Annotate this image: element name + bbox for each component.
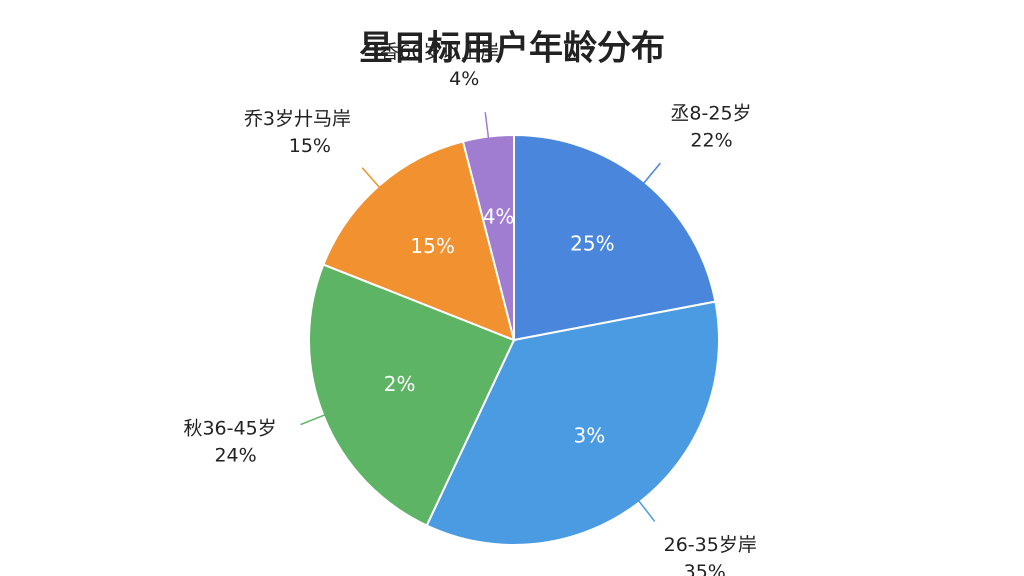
slice-value-label: 24%: [214, 444, 256, 466]
slice-annotation: 2%: [384, 372, 416, 396]
leader-line: [615, 162, 661, 218]
slice-annotation: 3%: [574, 424, 606, 448]
slice-label: 26-35岁岸: [664, 534, 757, 556]
leader-line: [300, 398, 366, 426]
slice-annotation: 25%: [570, 232, 614, 256]
leader-line: [484, 112, 495, 182]
leader-line: [361, 167, 409, 221]
slice-value-label: 22%: [690, 129, 732, 151]
chart-title: 星目标用户年龄分布: [359, 29, 665, 69]
slice-annotation: 4%: [483, 204, 515, 228]
slice-value-label: 15%: [289, 135, 331, 157]
leader-line: [611, 465, 656, 522]
slice-value-label: 4%: [449, 68, 479, 90]
slice-label: 香60岁以上岸: [380, 41, 499, 63]
slice-annotation: 15%: [410, 234, 454, 258]
slice-value-label: 35%: [684, 561, 726, 576]
slice-label: 秋36-45岁: [183, 417, 276, 439]
slice-label: 乔3岁廾马岸: [244, 108, 351, 130]
slice-label: 丞8-25岁: [670, 102, 751, 124]
